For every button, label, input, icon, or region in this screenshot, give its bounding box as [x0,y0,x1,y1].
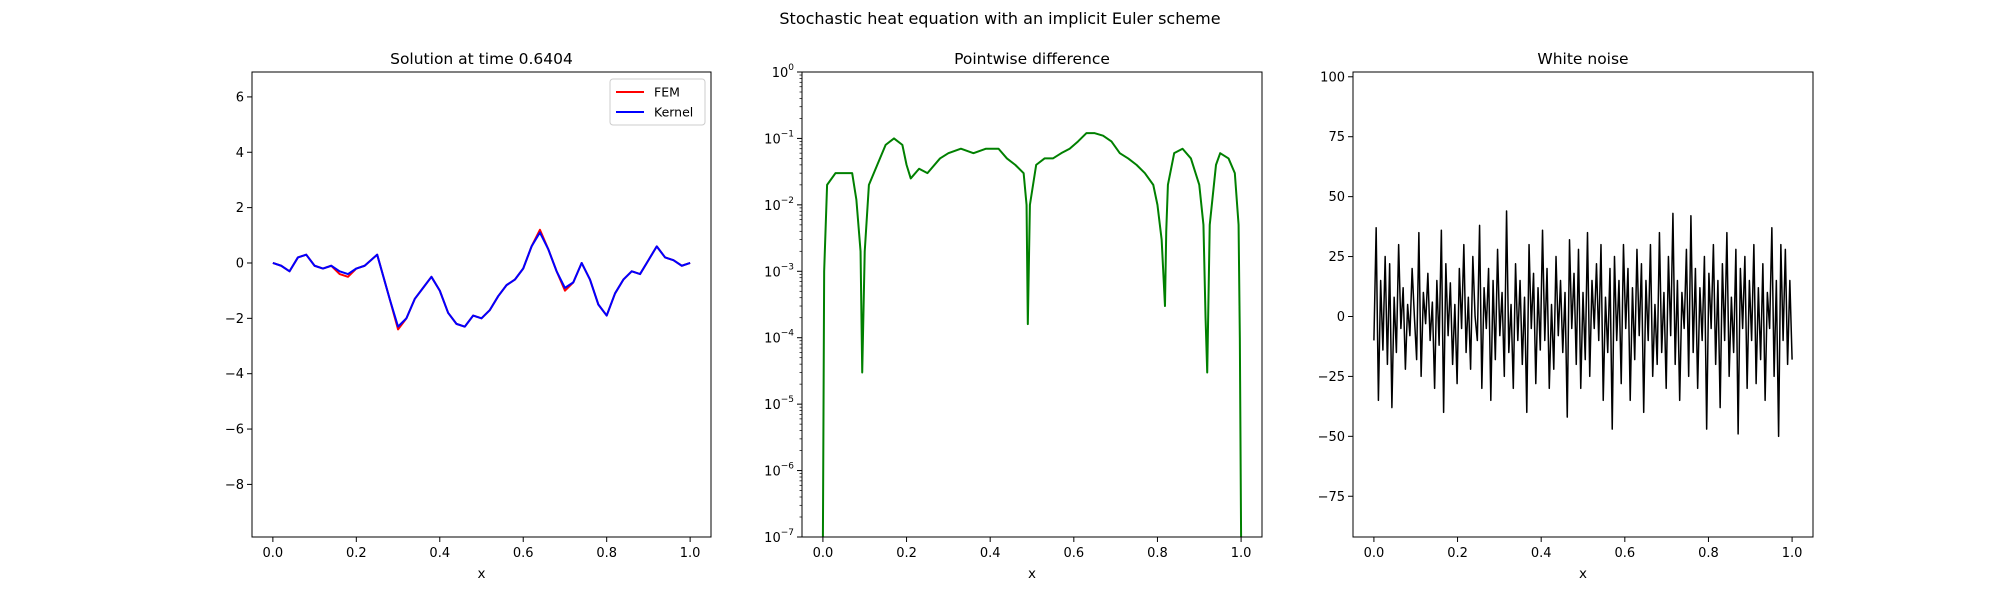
y-tick-exponent: −4 [781,329,795,339]
y-tick-base: 10 [764,199,781,214]
x-tick-label: 0.2 [896,546,917,561]
x-tick-label: 0.4 [429,546,450,561]
x-tick-label: 1.0 [680,546,701,561]
legend-label-fem: FEM [654,85,680,100]
axes-frame [1352,71,1814,538]
y-tick-exponent: 0 [788,63,794,73]
y-tick-label: 10−5 [764,395,794,413]
x-tick-label: 0.2 [346,546,367,561]
x-tick-label: 0.2 [1447,546,1468,561]
series-line-kernel [272,231,691,328]
y-tick-label: 10−1 [764,129,794,147]
axes-frame [801,71,1263,538]
series-group [1373,210,1793,438]
y-tick-exponent: −7 [781,528,794,538]
y-tick-label: 6 [236,90,244,105]
x-tick-label: 0.8 [1147,546,1168,561]
y-tick-label: −2 [225,312,244,327]
y-tick-base: 10 [764,465,781,480]
x-tick-label: 0.0 [263,546,284,561]
y-tick-label: −4 [225,367,244,382]
x-tick-label: 0.6 [1614,546,1635,561]
panel-title: White noise [1537,50,1628,68]
x-tick-label: 1.0 [1782,546,1803,561]
y-tick-label: 10−4 [764,329,794,347]
x-axis-label: x [1579,566,1587,582]
x-tick-label: 0.4 [1531,546,1552,561]
y-tick-label: −6 [225,423,244,438]
plot-area [802,72,1262,537]
y-tick-label: −25 [1318,370,1345,385]
panel-white-noise: White noise 0.0 0.2 0.4 0.6 0.8 1.0−75−50−250… [1318,50,1814,582]
figure-suptitle: Stochastic heat equation with an implici… [779,9,1220,28]
y-tick-label: 2 [236,201,244,216]
panel-title: Solution at time 0.6404 [390,50,573,68]
y-tick-base: 10 [764,398,781,413]
y-tick-exponent: −3 [781,262,794,272]
x-tick-label: 1.0 [1231,546,1252,561]
panel-difference: Pointwise difference 0.0 0.2 0.4 0.6 0.8 1.0 1… [764,50,1263,582]
y-tick-base: 10 [772,66,789,81]
y-tick-label: 10−7 [764,528,794,546]
y-tick-label: 10−2 [764,196,794,214]
x-tick-label: 0.6 [1063,546,1084,561]
x-tick-label: 0.4 [980,546,1001,561]
y-tick-base: 10 [764,531,781,546]
tick-group: 0.0 0.2 0.4 0.6 0.8 1.0 −8 −6 −4 −2 0 2 4 6 [225,90,701,561]
legend-label-kernel: Kernel [654,105,693,120]
y-tick-label: 75 [1328,130,1345,145]
panel-solution: Solution at time 0.6404 0.0 0.2 0.4 0.6 0.8 1… [225,50,712,582]
x-tick-label: 0.0 [1364,546,1385,561]
y-tick-label: 0 [236,256,244,271]
y-tick-label: −50 [1318,430,1345,445]
y-tick-base: 10 [764,132,781,147]
y-tick-label: −75 [1318,490,1345,505]
y-tick-base: 10 [764,332,781,347]
y-tick-exponent: −1 [781,129,794,139]
y-tick-label: 4 [236,146,244,161]
tick-group: 0.0 0.2 0.4 0.6 0.8 1.0 −75 −50 −25 0 25 50 75 100 [1318,70,1803,561]
y-tick-exponent: −2 [781,196,794,206]
x-tick-label: 0.8 [1698,546,1719,561]
x-axis-label: x [478,566,486,582]
series-group [821,132,1243,537]
y-tick-exponent: −6 [781,462,795,472]
x-tick-label: 0.8 [596,546,617,561]
y-tick-exponent: −5 [781,395,794,405]
y-tick-label: 10−6 [764,462,794,480]
tick-group: 0.0 0.2 0.4 0.6 0.8 1.010−710−610−510−410−310… [764,63,1251,561]
y-tick-label: −8 [225,478,244,493]
y-tick-label: 0 [1337,310,1345,325]
plot-area [252,72,711,537]
y-tick-label: 10−3 [764,262,794,280]
y-tick-base: 10 [764,265,781,280]
y-tick-label: 100 [1320,70,1345,85]
y-tick-label: 50 [1328,190,1345,205]
legend-box [609,78,706,126]
legend: FEM Kernel [609,78,706,126]
y-tick-label: 25 [1328,250,1345,265]
axes-frame [251,71,712,538]
x-tick-label: 0.0 [813,546,834,561]
panel-title: Pointwise difference [954,50,1110,68]
series-group [272,228,691,331]
y-tick-label: 100 [772,63,795,81]
series-line-white-noise [1373,210,1793,438]
series-line-pointwise-difference [821,132,1243,537]
x-axis-label: x [1028,566,1036,582]
x-tick-label: 0.6 [513,546,534,561]
